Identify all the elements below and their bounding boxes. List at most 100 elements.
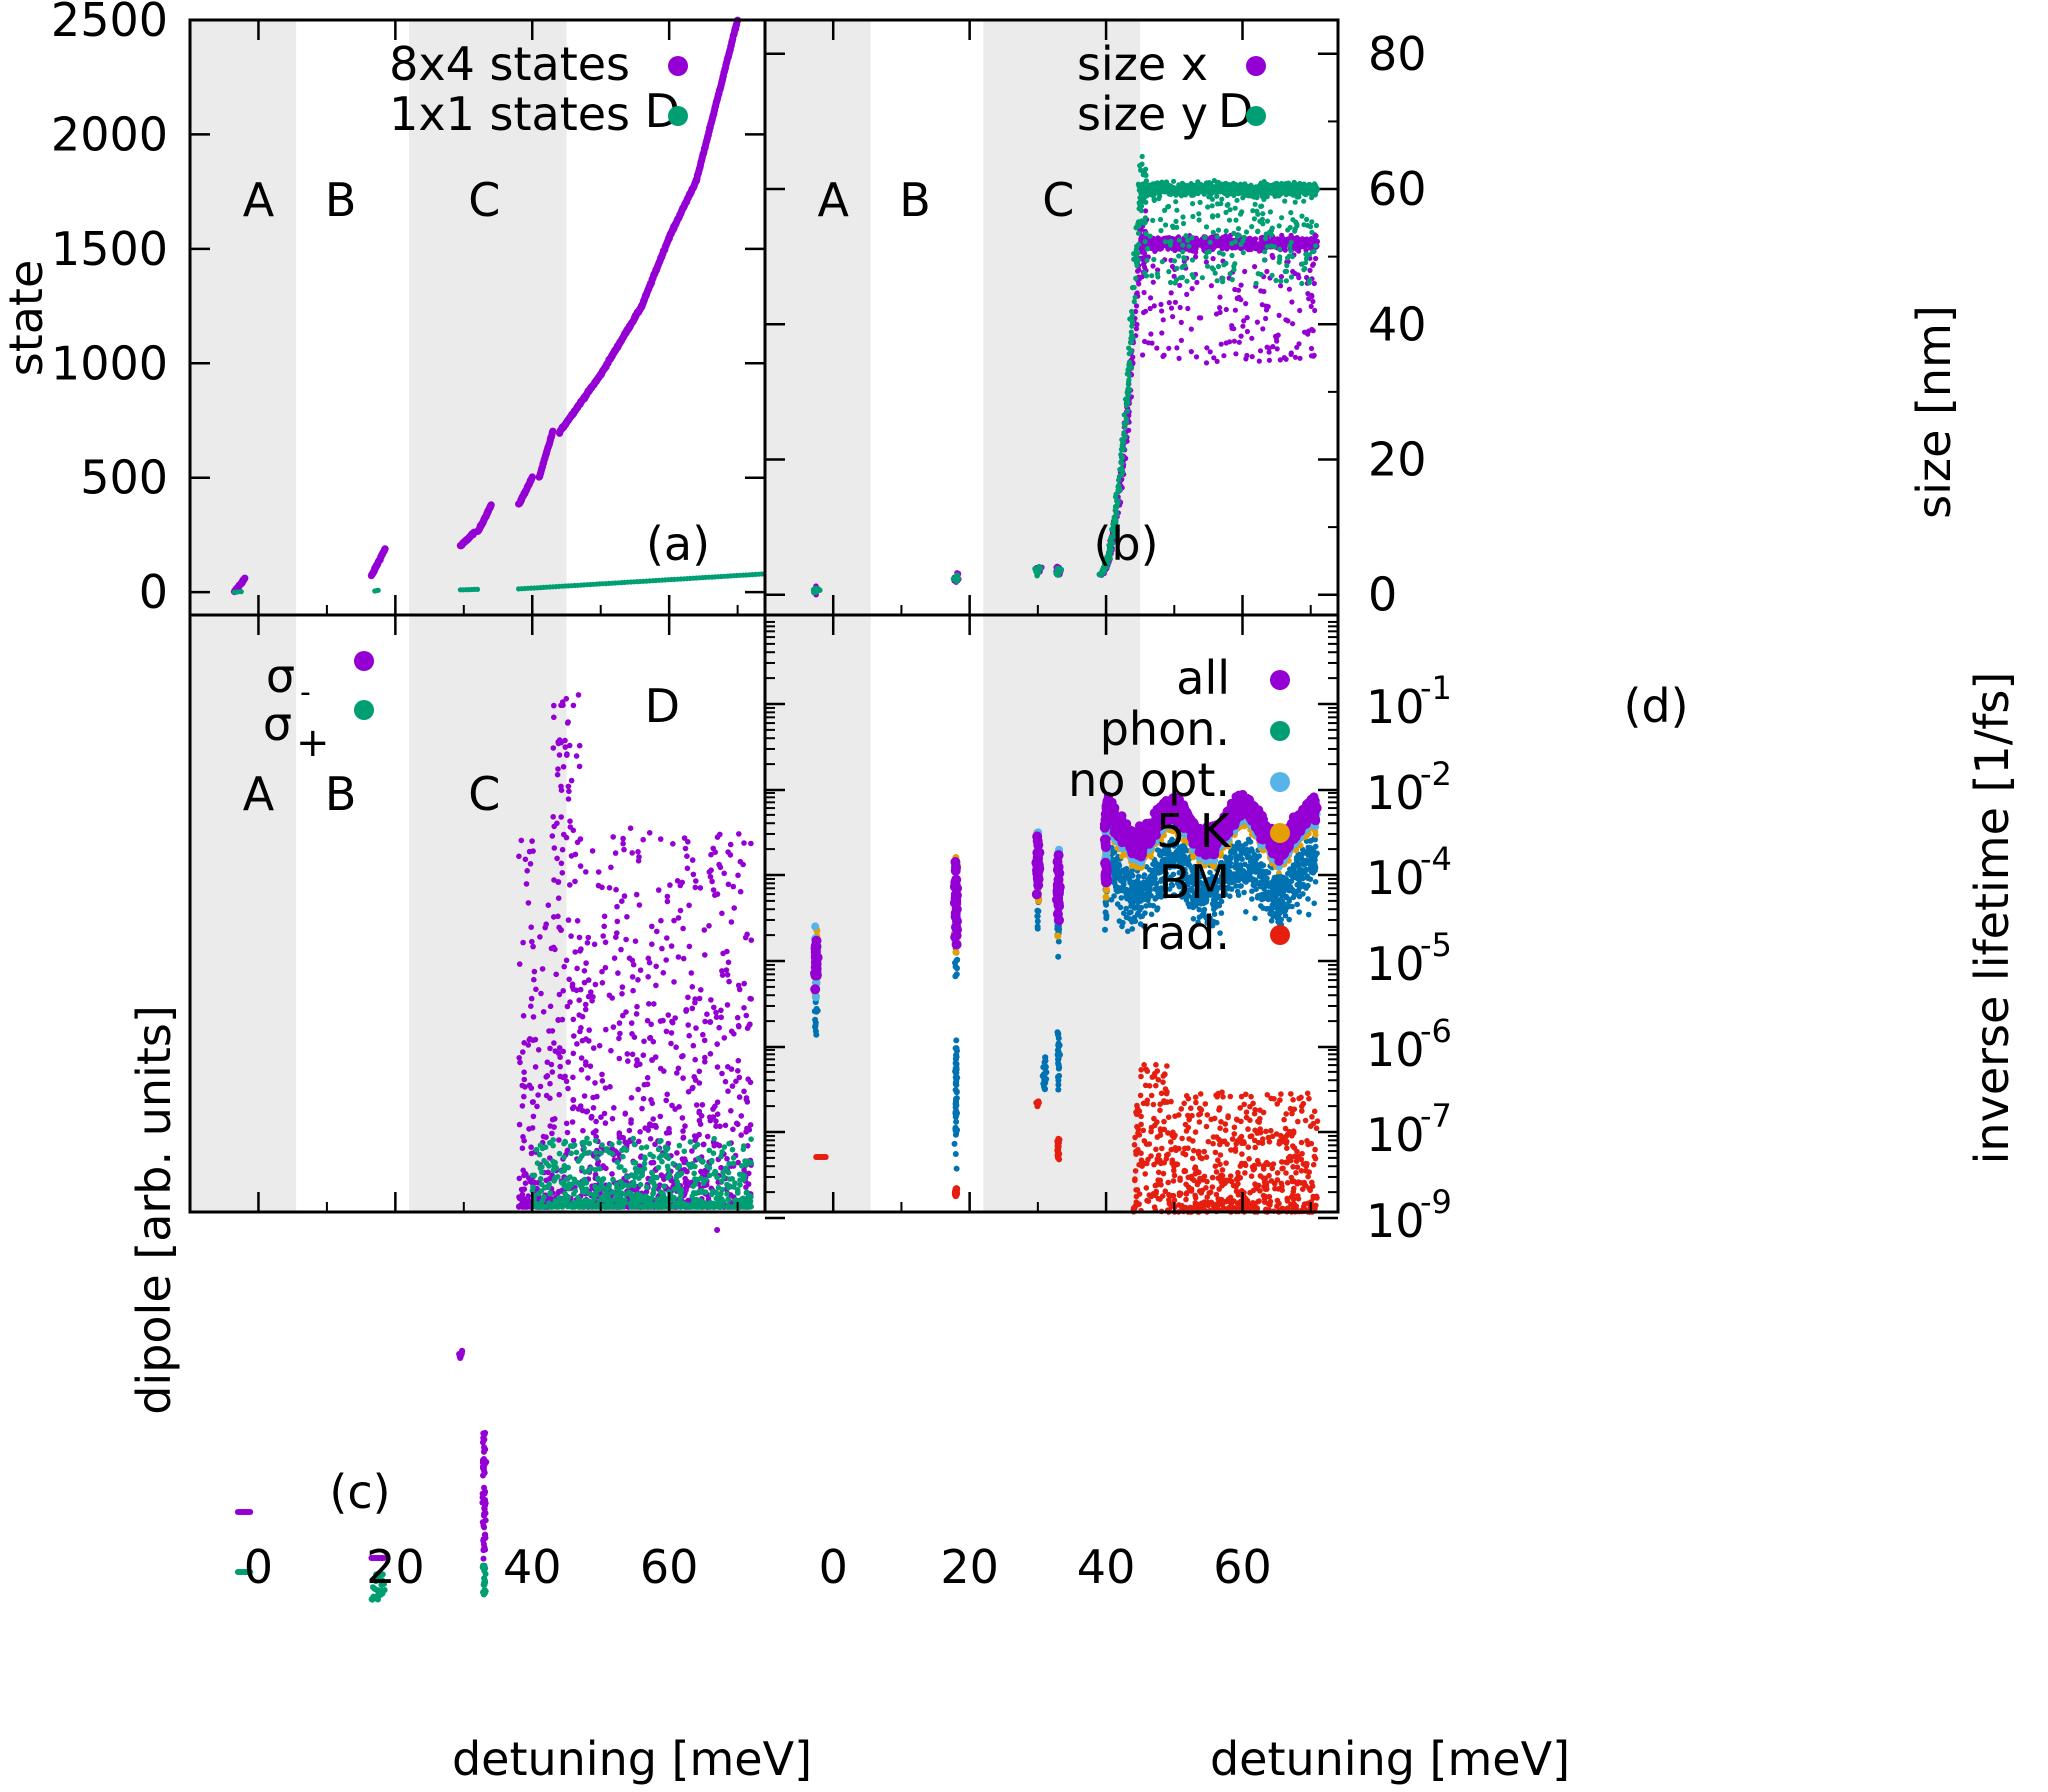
data-point: [1139, 153, 1145, 160]
data-point: [1159, 259, 1165, 265]
data-point: [569, 981, 576, 987]
data-point: [675, 915, 682, 921]
data-point: [1306, 328, 1312, 334]
data-point: [1131, 256, 1137, 262]
data-point: [1137, 163, 1143, 169]
data-point: [578, 1055, 585, 1061]
data-point: [728, 1108, 734, 1114]
y-tick-label: 20: [1368, 432, 1427, 486]
data-point: [1243, 356, 1249, 362]
data-point: [671, 979, 677, 985]
data-point: [1149, 273, 1155, 279]
data-point: [599, 968, 605, 975]
data-point: [631, 1034, 638, 1040]
data-point: [649, 923, 655, 930]
data-point: [626, 955, 633, 961]
data-point: [537, 1176, 544, 1182]
data-point: [1283, 356, 1289, 362]
data-point: [530, 1014, 537, 1020]
data-point: [573, 753, 580, 759]
data-point: [517, 1059, 523, 1066]
data-point: [531, 968, 538, 975]
data-point: [566, 788, 572, 795]
data-point: [1309, 229, 1315, 235]
data-point: [1242, 268, 1248, 275]
data-point: [630, 987, 636, 994]
data-point: [724, 948, 730, 955]
data-point: [1231, 267, 1237, 273]
data-point: [570, 1074, 576, 1081]
data-point: [1190, 201, 1196, 207]
data-point: [549, 833, 556, 839]
data-point: [1264, 268, 1270, 275]
data-point: [702, 1054, 708, 1061]
data-point: [702, 952, 708, 958]
data-point: [537, 1083, 544, 1090]
data-point: [1223, 233, 1229, 239]
data-point: [559, 870, 566, 876]
data-point: [692, 1144, 698, 1150]
data-point: [1209, 203, 1215, 209]
data-point: [521, 1186, 528, 1192]
data-point: [1133, 326, 1139, 332]
data-point: [738, 1113, 745, 1119]
data-point: [582, 1001, 589, 1008]
data-point: [590, 1105, 597, 1111]
data-point: [1222, 190, 1228, 197]
data-point: [531, 976, 537, 983]
data-point: [1244, 315, 1250, 321]
data-point: [532, 1064, 539, 1070]
data-point: [1125, 408, 1131, 414]
data-point: [629, 850, 635, 856]
data-point: [641, 1038, 647, 1045]
data-point: [1144, 257, 1150, 263]
data-point: [1215, 227, 1222, 233]
data-point: [1282, 198, 1288, 204]
data-point: [525, 1193, 532, 1199]
data-point: [481, 1506, 488, 1513]
data-point: [530, 943, 536, 950]
data-point: [635, 977, 641, 983]
data-point: [247, 1509, 254, 1515]
data-point: [1289, 254, 1295, 260]
data-point: [549, 427, 557, 435]
data-point: [1147, 233, 1153, 239]
data-point: [1180, 249, 1186, 255]
data-point: [567, 824, 574, 830]
data-point: [650, 1153, 656, 1160]
data-point: [682, 845, 689, 852]
data-point: [1283, 278, 1289, 284]
data-point: [1184, 278, 1190, 284]
data-point: [571, 1033, 577, 1039]
data-point: [574, 918, 581, 924]
data-point: [693, 1134, 699, 1141]
data-point: [701, 927, 708, 933]
data-point: [590, 1094, 596, 1101]
data-point: [481, 1579, 488, 1586]
data-point: [640, 1052, 647, 1058]
data-point: [1168, 305, 1175, 311]
data-point: [1278, 274, 1284, 280]
data-point: [548, 1061, 555, 1068]
data-point: [684, 865, 691, 872]
data-point: [609, 1171, 615, 1177]
data-point: [1185, 237, 1191, 243]
data-point: [1232, 307, 1238, 313]
data-point: [601, 913, 608, 920]
data-point: [1227, 339, 1233, 345]
data-point: [612, 850, 619, 856]
data-point: [1209, 196, 1215, 202]
data-point: [649, 941, 655, 947]
data-point: [620, 840, 626, 847]
data-point: [1171, 258, 1178, 264]
data-point: [1126, 377, 1132, 383]
data-point: [1167, 279, 1174, 286]
region-shade-a: [765, 20, 871, 615]
data-point: [680, 1075, 686, 1081]
data-point: [586, 1027, 592, 1033]
y-axis-title-size: size [nm]: [1907, 305, 1961, 519]
data-point: [616, 1132, 623, 1138]
data-point: [1195, 184, 1202, 190]
data-point: [560, 702, 566, 708]
data-point: [1150, 217, 1156, 223]
